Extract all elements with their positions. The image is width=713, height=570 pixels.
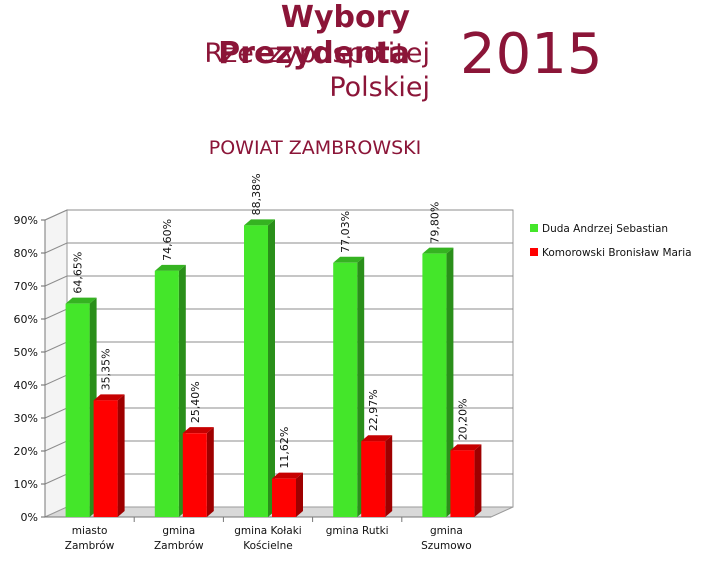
legend-swatch [530, 248, 538, 256]
duda-bar-side [268, 219, 275, 517]
komorowski-bar [93, 400, 118, 517]
komorowski-data-label: 11,62% [278, 427, 291, 469]
legend-swatch [530, 224, 538, 232]
komorowski-bar-side [117, 394, 125, 517]
page-title: Wybory Prezydenta [218, 0, 410, 71]
komorowski-bar [272, 478, 296, 517]
duda-bar-top [333, 256, 365, 263]
side-wall [44, 209, 68, 518]
y-tick-label: 40% [14, 379, 38, 392]
y-tick-label: 20% [14, 445, 38, 458]
duda-bar-top [65, 297, 97, 304]
komorowski-bar-top [450, 444, 482, 451]
legend-label: Duda Andrzej Sebastian [542, 223, 668, 235]
duda-bar-top [154, 264, 186, 271]
y-tick-label: 30% [14, 412, 38, 425]
y-tick-label: 10% [14, 478, 38, 491]
komorowski-data-label: 20,20% [456, 398, 469, 440]
category-label: gmina Rutki [326, 525, 389, 537]
duda-data-label: 79,80% [428, 202, 441, 244]
duda-data-label: 74,60% [161, 219, 174, 261]
komorowski-bar-side [385, 435, 393, 517]
duda-bar [154, 270, 179, 517]
page-subtitle-line2: Polskiej [329, 72, 430, 103]
category-label: gmina Szumowo [421, 525, 472, 552]
komorowski-bar-side [296, 472, 303, 517]
duda-bar [422, 253, 447, 517]
komorowski-data-label: 22,97% [367, 389, 380, 431]
komorowski-data-label: 35,35% [100, 348, 113, 390]
gridline [44, 209, 513, 221]
komorowski-bar [361, 441, 386, 517]
komorowski-bar [450, 450, 475, 517]
y-tick-label: 0% [21, 511, 38, 524]
duda-data-label: 64,65% [72, 252, 85, 294]
category-label: gmina Zambrów [154, 525, 204, 552]
duda-bar-top [422, 247, 454, 254]
duda-bar [333, 262, 358, 517]
category-label: gmina Kołaki Kościelne [234, 525, 301, 552]
chart-title: POWIAT ZAMBROWSKI [208, 137, 422, 159]
duda-bar [65, 303, 90, 517]
election-year: 2015 [460, 22, 603, 87]
komorowski-bar-top [93, 394, 125, 401]
gridline [44, 275, 513, 287]
komorowski-bar-side [206, 427, 214, 517]
gridline [44, 242, 513, 254]
komorowski-bar-top [361, 435, 393, 442]
y-tick-label: 70% [14, 280, 38, 293]
page-subtitle-line1: Rzeczypospolitej [204, 38, 430, 69]
y-tick-label: 50% [14, 346, 38, 359]
legend-label: Komorowski Bronisław Maria [542, 247, 692, 259]
category-label: miasto Zambrów [65, 525, 115, 552]
komorowski-bar-side [474, 444, 482, 517]
komorowski-bar [182, 433, 207, 517]
y-tick-label: 60% [14, 313, 38, 326]
komorowski-data-label: 25,40% [189, 381, 202, 423]
duda-data-label: 88,38% [250, 173, 263, 215]
duda-bar-top [244, 219, 275, 226]
komorowski-bar-top [272, 472, 303, 479]
duda-bar [244, 225, 268, 517]
komorowski-bar-top [182, 427, 214, 434]
y-tick-label: 80% [14, 247, 38, 260]
duda-data-label: 77,03% [339, 211, 352, 253]
y-tick-label: 90% [14, 214, 38, 227]
